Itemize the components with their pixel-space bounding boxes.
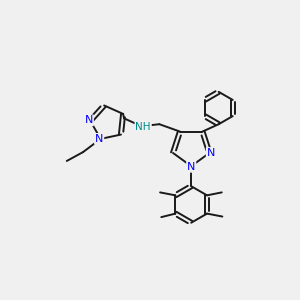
Text: NH: NH	[135, 122, 151, 132]
Text: N: N	[187, 162, 195, 172]
Text: N: N	[95, 134, 103, 144]
Text: N: N	[85, 115, 93, 125]
Text: N: N	[207, 148, 215, 158]
